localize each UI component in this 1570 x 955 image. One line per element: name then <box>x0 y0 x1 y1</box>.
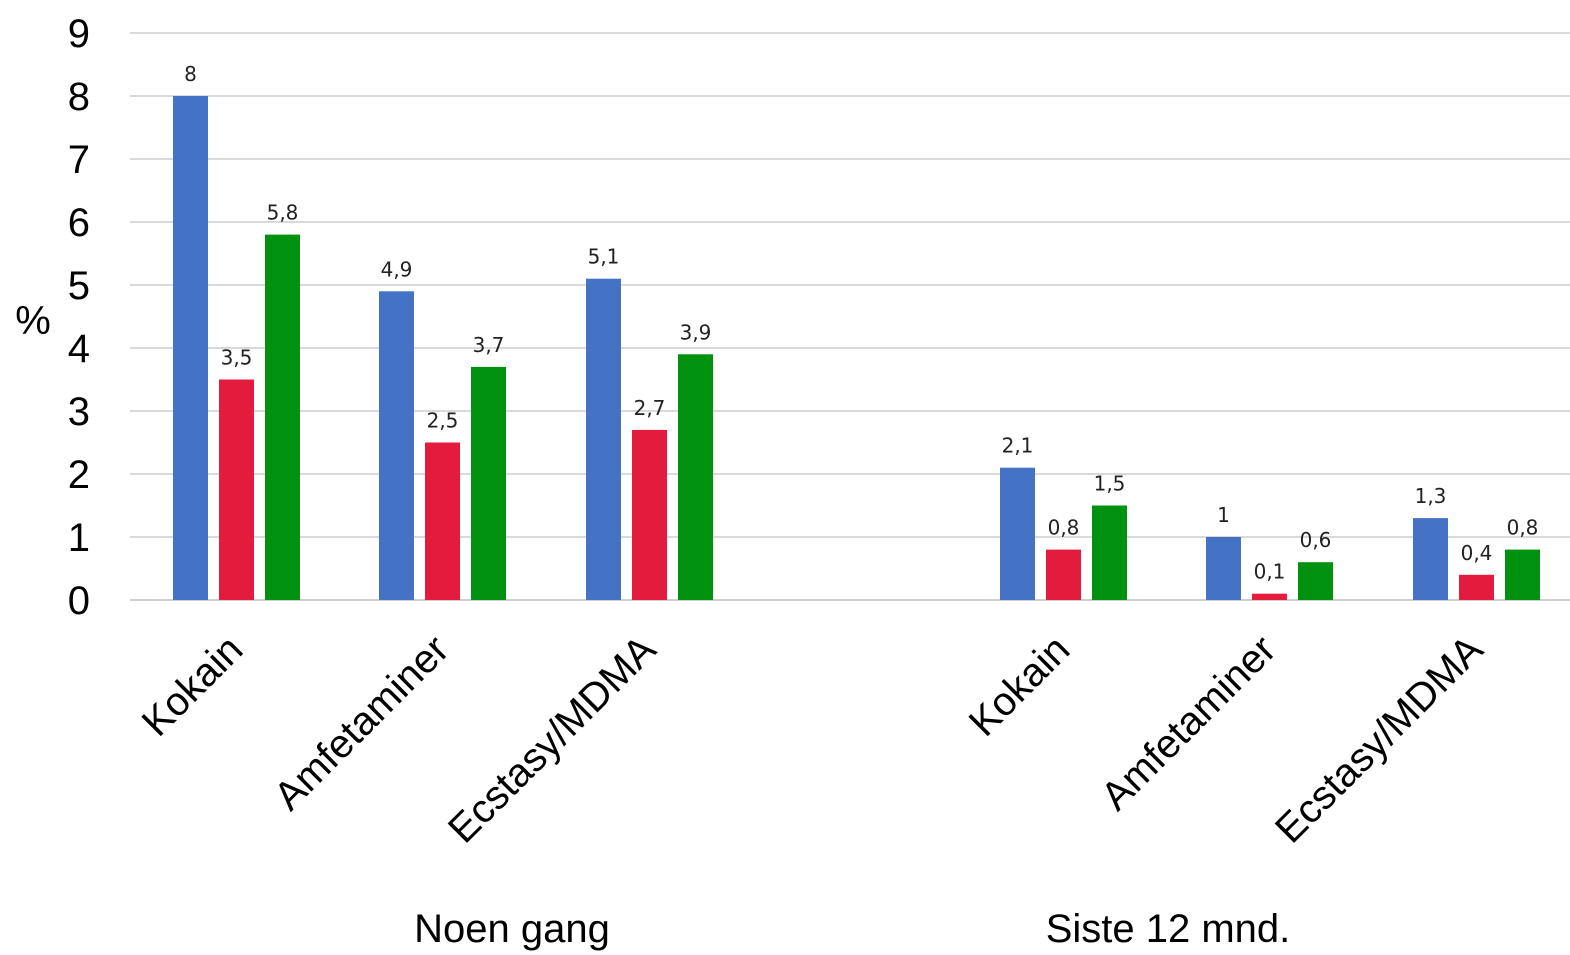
category-label: Kokain <box>134 627 252 745</box>
bar-red <box>1252 593 1287 600</box>
y-tick-label: 1 <box>68 516 90 560</box>
data-label: 2,1 <box>1002 434 1034 458</box>
y-axis-label: % <box>15 299 51 343</box>
data-label: 3,5 <box>221 346 253 370</box>
bar-blue <box>379 291 414 600</box>
bar-blue <box>173 96 208 600</box>
bar-green <box>1092 505 1127 600</box>
bar-red <box>1459 574 1494 600</box>
data-label: 0,8 <box>1507 516 1539 540</box>
bar-red <box>425 442 460 600</box>
y-tick-label: 6 <box>68 201 90 245</box>
group-label: Siste 12 mnd. <box>1046 907 1291 951</box>
y-tick-label: 8 <box>68 75 90 119</box>
y-tick-label: 9 <box>68 12 90 56</box>
data-label: 4,9 <box>381 257 413 281</box>
data-label: 5,8 <box>267 201 299 225</box>
y-tick-label: 3 <box>68 390 90 434</box>
bar-blue <box>1413 518 1448 600</box>
bar-blue <box>586 278 621 600</box>
bar-green <box>1298 562 1333 600</box>
category-label: Amfetaminer <box>1093 627 1284 818</box>
bar-green <box>265 234 300 600</box>
bar-blue <box>1000 467 1035 600</box>
data-label: 2,5 <box>427 409 459 433</box>
y-tick-label: 4 <box>68 327 90 371</box>
group-labels: Noen gang Siste 12 mnd. <box>414 907 1290 951</box>
category-label: Kokain <box>961 627 1079 745</box>
category-label: Amfetaminer <box>266 627 457 818</box>
data-label: 5,1 <box>588 245 620 269</box>
group-label: Noen gang <box>414 907 610 951</box>
data-label: 1,3 <box>1415 484 1447 508</box>
y-tick-label: 7 <box>68 138 90 182</box>
data-label: 0,8 <box>1048 516 1080 540</box>
y-axis-ticks: 0 1 2 3 4 5 6 7 8 9 <box>68 12 90 623</box>
bar-green <box>1505 549 1540 600</box>
data-label: 3,7 <box>473 333 505 357</box>
data-label: 0,1 <box>1254 560 1286 584</box>
bar-red <box>632 429 667 600</box>
data-label: 0,4 <box>1461 541 1493 565</box>
grid-lines <box>130 32 1570 601</box>
data-label: 3,9 <box>680 320 712 344</box>
data-label: 2,7 <box>634 396 666 420</box>
data-label: 1 <box>1217 503 1230 527</box>
category-label: Ecstasy/MDMA <box>440 627 665 852</box>
category-label: Ecstasy/MDMA <box>1267 627 1492 852</box>
bar-red <box>219 379 254 600</box>
bar-green <box>678 354 713 600</box>
bar-green <box>471 366 506 600</box>
y-tick-label: 2 <box>68 453 90 497</box>
bar-red <box>1046 549 1081 600</box>
y-tick-label: 5 <box>68 264 90 308</box>
data-label: 8 <box>184 62 197 86</box>
data-label: 1,5 <box>1094 472 1126 496</box>
y-tick-label: 0 <box>68 579 90 623</box>
bars <box>173 96 1540 600</box>
bar-blue <box>1206 537 1241 600</box>
data-labels: 8 3,5 5,8 4,9 2,5 3,7 5,1 2,7 3,9 2,1 0,8 1,5 1 0,1 0,… <box>184 62 1538 584</box>
data-label: 0,6 <box>1300 528 1332 552</box>
